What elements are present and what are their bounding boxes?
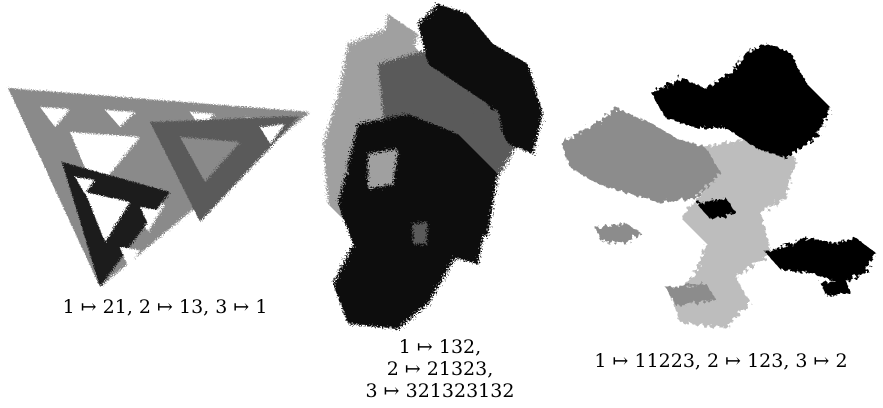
fractal-region-dark [418,4,543,154]
fractal-tile-3 [556,38,883,338]
caption-2-line-1: 1 ↦ 132, [398,336,482,358]
caption-2-line-2: 2 ↦ 21323, [386,358,494,380]
caption-3-line: 1 ↦ 11223, 2 ↦ 123, 3 ↦ 2 [594,350,848,372]
fractal-image-2 [323,4,543,329]
caption-3: 1 ↦ 11223, 2 ↦ 123, 3 ↦ 2 [566,350,876,372]
fractal-tile-2 [318,4,550,334]
caption-2: 1 ↦ 132, 2 ↦ 21323, 3 ↦ 321323132 [330,336,550,402]
caption-2-line-3: 3 ↦ 321323132 [365,380,515,402]
fractal-region-dark [651,43,831,158]
caption-1: 1 ↦ 21, 2 ↦ 13, 3 ↦ 1 [30,296,300,318]
fractal-image-3 [561,43,876,328]
caption-1-line: 1 ↦ 21, 2 ↦ 13, 3 ↦ 1 [62,296,268,318]
fractal-image-1 [8,88,310,287]
fractal-tile-1 [0,82,315,292]
fractal-region-light [671,138,796,328]
fractal-region-mid [561,108,721,203]
